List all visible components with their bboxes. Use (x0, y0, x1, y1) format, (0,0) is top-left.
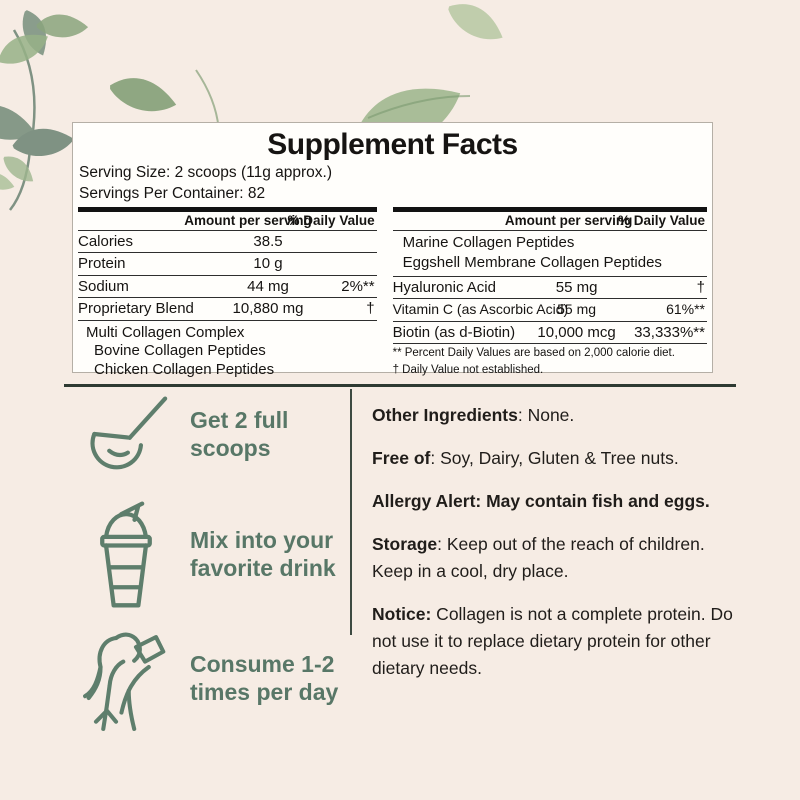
vertical-divider (350, 389, 352, 635)
horizontal-divider (64, 384, 736, 387)
other-ingredients: Other Ingredients: None. (372, 405, 575, 425)
panel-title: Supplement Facts (267, 128, 518, 161)
row-daily-value: † (366, 300, 375, 317)
row-label: Calories (78, 232, 134, 250)
row-label: Vitamin C (as Ascorbic Acid) (392, 301, 569, 317)
row-daily-value: 33,333%** (634, 323, 705, 341)
product-info: Other Ingredients: None. Free of: Soy, D… (372, 402, 744, 698)
drink-cup-icon (76, 497, 176, 611)
row-daily-value: 61%** (666, 301, 705, 317)
facts-tables: Amount per serving % Daily Value Calorie… (73, 207, 712, 379)
row-amount: 10,880 mg (232, 300, 304, 317)
header-amount: Amount per serving (504, 212, 633, 228)
instruction-mix: Mix into your favorite drink (76, 497, 348, 611)
table-top-bar (78, 207, 377, 212)
row-amount: 44 mg (247, 277, 289, 295)
allergy-alert: Allergy Alert: May contain fish and eggs… (372, 491, 710, 511)
table-row: Vitamin C (as Ascorbic Acid) 55 mg 61%** (392, 299, 707, 322)
row-daily-value: 2%** (341, 277, 375, 295)
row-amount: 55 mg (555, 278, 598, 296)
table-row: Calories 38.5 (78, 231, 377, 253)
instruction-text: Consume 1-2 times per day (190, 651, 339, 705)
header-daily-value: % Daily Value (287, 212, 375, 228)
instruction-consume: Consume 1-2 times per day (76, 625, 348, 731)
instruction-text: Mix into your favorite drink (190, 527, 336, 581)
free-of: Free of: Soy, Dairy, Gluten & Tree nuts. (372, 448, 679, 468)
facts-table-right: Amount per serving % Daily Value Marine … (392, 207, 707, 379)
table-row: Proprietary Blend 10,880 mg † (78, 298, 377, 321)
usage-instructions: Get 2 full scoops Mix into your favorite… (76, 393, 348, 731)
supplement-facts-panel: Supplement Facts Serving Size: 2 scoops … (72, 122, 713, 378)
row-label: Biotin (as d-Biotin) (392, 323, 516, 341)
facts-table-left: Amount per serving % Daily Value Calorie… (78, 207, 377, 379)
blend-ingredient: Multi Collagen Complex (86, 323, 245, 341)
table-row: Hyaluronic Acid 55 mg † (392, 277, 707, 299)
group-ingredient: Eggshell Membrane Collagen Peptides (402, 253, 662, 271)
table-row: Biotin (as d-Biotin) 10,000 mcg 33,333%*… (392, 322, 707, 344)
row-amount: 38.5 (253, 232, 283, 250)
row-label: Proprietary Blend (78, 300, 194, 317)
collagen-group: Marine Collagen Peptides Eggshell Membra… (392, 231, 707, 277)
scoop-icon (76, 393, 176, 475)
row-amount: 10 g (253, 255, 283, 272)
table-header-row: Amount per serving % Daily Value (392, 212, 707, 231)
table-row: Protein 10 g (78, 253, 377, 276)
instruction-scoops: Get 2 full scoops (76, 393, 348, 475)
table-header-row: Amount per serving % Daily Value (78, 212, 377, 231)
footnote: ** Percent Daily Values are based on 2,0… (392, 347, 675, 359)
group-ingredient: Marine Collagen Peptides (402, 233, 575, 251)
servings-per-container: Servings Per Container: 82 (79, 185, 266, 202)
footnote: † Daily Value not established. (392, 364, 544, 376)
instruction-text: Get 2 full scoops (190, 407, 289, 461)
header-daily-value: % Daily Value (617, 212, 705, 228)
row-label: Protein (78, 255, 126, 272)
notice: Notice: Collagen is not a complete prote… (372, 604, 733, 678)
serving-size: Serving Size: 2 scoops (11g approx.) (79, 164, 333, 181)
row-daily-value: † (696, 278, 705, 296)
row-amount: 55 mg (557, 301, 597, 317)
person-drinking-icon (76, 625, 176, 731)
blend-ingredient: Bovine Collagen Peptides (94, 342, 266, 359)
blend-ingredient: Chicken Collagen Peptides (94, 360, 275, 378)
storage: Storage: Keep out of the reach of childr… (372, 534, 705, 581)
table-top-bar (392, 207, 707, 212)
row-amount: 10,000 mcg (537, 323, 616, 341)
row-label: Hyaluronic Acid (392, 278, 496, 296)
table-row: Sodium 44 mg 2%** (78, 276, 377, 298)
header-amount: Amount per serving (184, 212, 312, 228)
row-label: Sodium (78, 277, 129, 295)
